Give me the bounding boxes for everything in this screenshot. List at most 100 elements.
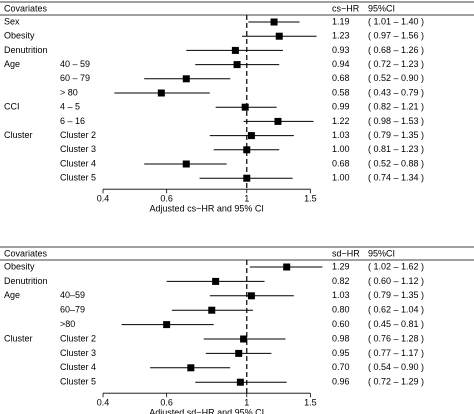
hazard-ratio-marker [236, 378, 244, 386]
column-header: 95%CI [368, 248, 395, 258]
x-tick-label: 1 [244, 194, 249, 204]
ci-label: ( 0.79 – 1.35 ) [368, 290, 424, 300]
x-axis-label: Adjusted sd−HR and 95% CI [149, 408, 264, 414]
subgroup-label: 60–79 [60, 305, 85, 315]
x-tick-label: 1.5 [304, 194, 317, 204]
covariate-label: Obesity [4, 31, 35, 41]
hazard-ratio-marker [275, 32, 283, 40]
hazard-ratio-label: 1.23 [332, 31, 350, 41]
subgroup-label: Cluster 5 [60, 173, 96, 183]
subgroup-label: Cluster 2 [60, 333, 96, 343]
hazard-ratio-label: 0.94 [332, 59, 350, 69]
ci-label: ( 0.74 – 1.34 ) [368, 173, 424, 183]
covariate-label: Cluster [4, 333, 33, 343]
x-tick-label: 0.6 [160, 194, 173, 204]
ci-label: ( 0.45 – 0.81 ) [368, 319, 424, 329]
hazard-ratio-marker [157, 89, 165, 97]
subgroup-label: Cluster 3 [60, 144, 96, 154]
covariate-label: Denutrition [4, 276, 48, 286]
x-tick-label: 1 [244, 398, 249, 408]
hazard-ratio-label: 0.82 [332, 276, 350, 286]
ci-label: ( 0.98 – 1.53 ) [368, 116, 424, 126]
subgroup-label: 4 – 5 [60, 102, 80, 112]
column-header: Covariates [4, 248, 48, 258]
ci-label: ( 0.43 – 0.79 ) [368, 87, 424, 97]
x-axis-label: Adjusted cs−HR and 95% CI [150, 204, 264, 214]
hazard-ratio-marker [182, 75, 190, 83]
column-header: cs−HR [332, 3, 360, 13]
hazard-ratio-label: 1.00 [332, 173, 350, 183]
subgroup-label: 60 – 79 [60, 73, 90, 83]
hazard-ratio-marker [270, 18, 278, 26]
ci-label: ( 0.76 – 1.28 ) [368, 333, 424, 343]
hazard-ratio-marker [247, 132, 255, 140]
hazard-ratio-marker [182, 160, 190, 168]
hazard-ratio-label: 0.93 [332, 45, 350, 55]
subgroup-label: 40–59 [60, 290, 85, 300]
subgroup-label: Cluster 3 [60, 348, 96, 358]
ci-label: ( 0.60 – 1.12 ) [368, 276, 424, 286]
hazard-ratio-label: 0.96 [332, 377, 350, 387]
hazard-ratio-label: 0.70 [332, 362, 350, 372]
hazard-ratio-marker [241, 103, 249, 111]
hazard-ratio-marker [187, 364, 195, 372]
ci-label: ( 1.01 – 1.40 ) [368, 16, 424, 26]
x-tick-label: 0.4 [97, 398, 110, 408]
x-tick-label: 1.5 [304, 398, 317, 408]
x-tick-label: 0.6 [160, 398, 173, 408]
column-header: 95%CI [368, 3, 395, 13]
x-tick-label: 0.4 [97, 194, 110, 204]
subgroup-label: Cluster 4 [60, 158, 96, 168]
hazard-ratio-marker [247, 292, 255, 300]
hazard-ratio-label: 0.68 [332, 158, 350, 168]
hazard-ratio-marker [274, 117, 282, 125]
hazard-ratio-label: 1.19 [332, 16, 350, 26]
hazard-ratio-label: 1.03 [332, 130, 350, 140]
subgroup-label: > 80 [60, 87, 78, 97]
ci-label: ( 0.77 – 1.17 ) [368, 348, 424, 358]
subgroup-label: >80 [60, 319, 75, 329]
hazard-ratio-marker [212, 277, 220, 285]
ci-label: ( 0.68 – 1.26 ) [368, 45, 424, 55]
covariate-label: Sex [4, 16, 20, 26]
hazard-ratio-label: 0.99 [332, 102, 350, 112]
ci-label: ( 0.79 – 1.35 ) [368, 130, 424, 140]
hazard-ratio-marker [243, 146, 251, 154]
column-header: sd−HR [332, 248, 360, 258]
hazard-ratio-marker [243, 174, 251, 182]
covariate-label: Age [4, 59, 20, 69]
hazard-ratio-label: 0.95 [332, 348, 350, 358]
ci-label: ( 0.97 – 1.56 ) [368, 31, 424, 41]
hazard-ratio-label: 1.22 [332, 116, 350, 126]
covariate-label: Obesity [4, 261, 35, 271]
covariate-label: Denutrition [4, 45, 48, 55]
ci-label: ( 0.72 – 1.23 ) [368, 59, 424, 69]
hazard-ratio-marker [231, 46, 239, 54]
ci-label: ( 1.02 – 1.62 ) [368, 261, 424, 271]
covariate-label: Cluster [4, 130, 33, 140]
hazard-ratio-label: 0.58 [332, 87, 350, 97]
covariate-label: Age [4, 290, 20, 300]
ci-label: ( 0.62 – 1.04 ) [368, 305, 424, 315]
subgroup-label: Cluster 4 [60, 362, 96, 372]
hazard-ratio-label: 0.98 [332, 333, 350, 343]
ci-label: ( 0.81 – 1.23 ) [368, 144, 424, 154]
subgroup-label: 6 – 16 [60, 116, 85, 126]
hazard-ratio-label: 0.80 [332, 305, 350, 315]
column-header: Covariates [4, 3, 48, 13]
hazard-ratio-label: 1.29 [332, 261, 350, 271]
hazard-ratio-label: 1.00 [332, 144, 350, 154]
hazard-ratio-marker [163, 321, 171, 329]
ci-label: ( 0.54 – 0.90 ) [368, 362, 424, 372]
hazard-ratio-marker [208, 306, 216, 314]
subgroup-label: Cluster 2 [60, 130, 96, 140]
hazard-ratio-label: 0.60 [332, 319, 350, 329]
hazard-ratio-label: 0.68 [332, 73, 350, 83]
ci-label: ( 0.52 – 0.88 ) [368, 158, 424, 168]
covariate-label: CCI [4, 102, 20, 112]
hazard-ratio-marker [240, 335, 248, 343]
ci-label: ( 0.52 – 0.90 ) [368, 73, 424, 83]
subgroup-label: Cluster 5 [60, 377, 96, 387]
hazard-ratio-marker [235, 349, 243, 357]
